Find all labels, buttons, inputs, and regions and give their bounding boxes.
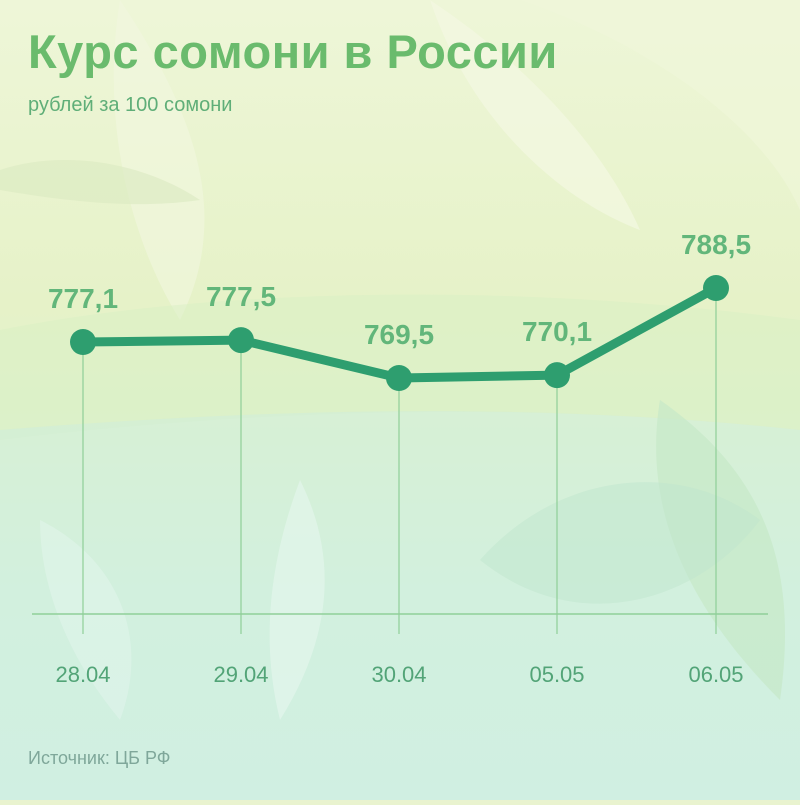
x-tick-label: 06.05: [688, 662, 743, 687]
data-point: [544, 362, 570, 389]
x-tick-label: 29.04: [213, 662, 268, 687]
x-tick-label: 30.04: [371, 662, 426, 687]
data-label: 777,5: [206, 281, 276, 312]
data-point: [70, 329, 96, 355]
x-tick-label: 28.04: [55, 662, 110, 687]
page-title: Курс сомони в России: [28, 25, 558, 78]
data-label: 788,5: [681, 229, 751, 260]
data-point: [386, 365, 412, 391]
x-tick-label: 05.05: [529, 662, 584, 687]
data-point: [703, 275, 729, 301]
data-label: 770,1: [522, 316, 592, 347]
data-label: 777,1: [48, 283, 118, 314]
data-label: 769,5: [364, 319, 434, 350]
source-note: Источник: ЦБ РФ: [28, 748, 171, 768]
data-point: [228, 327, 254, 354]
page-subtitle: рублей за 100 сомони: [28, 94, 233, 116]
